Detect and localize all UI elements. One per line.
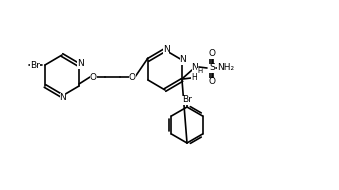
Text: N: N <box>163 44 170 54</box>
Text: Br: Br <box>182 96 192 105</box>
Text: NH₂: NH₂ <box>217 63 235 73</box>
Text: N: N <box>180 55 186 64</box>
Text: N: N <box>77 59 83 69</box>
Text: S: S <box>209 63 215 73</box>
Text: O: O <box>208 78 216 86</box>
Text: N: N <box>192 63 198 73</box>
Text: O: O <box>89 73 97 82</box>
Text: H: H <box>191 74 197 82</box>
Text: H: H <box>197 68 203 74</box>
Text: O: O <box>128 73 136 82</box>
Text: O: O <box>208 50 216 59</box>
Text: N: N <box>60 93 66 101</box>
Text: Br: Br <box>30 60 40 70</box>
